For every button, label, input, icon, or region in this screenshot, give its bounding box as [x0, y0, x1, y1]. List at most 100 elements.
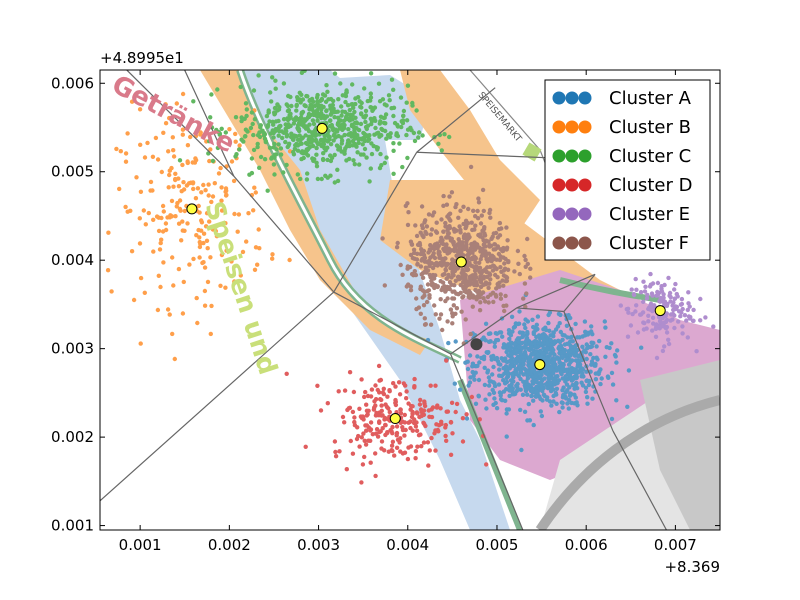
data-point — [335, 178, 341, 184]
data-point — [668, 294, 673, 300]
data-point — [525, 329, 530, 335]
data-point — [170, 255, 175, 260]
data-point — [199, 218, 204, 223]
data-point — [350, 117, 355, 122]
data-point — [191, 99, 196, 104]
legend-marker — [578, 149, 592, 163]
data-point — [404, 132, 409, 138]
data-point — [224, 248, 229, 253]
data-point — [336, 389, 341, 394]
data-point — [272, 105, 278, 111]
data-point — [223, 193, 229, 198]
data-point — [650, 328, 655, 333]
data-point — [585, 395, 590, 400]
data-point — [524, 291, 529, 296]
data-point — [271, 135, 276, 140]
data-point — [169, 198, 175, 204]
data-point — [468, 331, 473, 337]
data-point — [167, 172, 172, 178]
data-point — [314, 145, 319, 151]
data-point — [439, 238, 445, 243]
data-point — [452, 381, 457, 386]
data-point — [511, 359, 516, 364]
data-point — [504, 303, 509, 308]
voronoi-edge — [563, 273, 596, 312]
x-offset-label: +8.369 — [664, 558, 720, 576]
data-point — [460, 439, 466, 444]
data-point — [447, 194, 452, 199]
data-point — [572, 401, 577, 406]
data-point — [342, 420, 347, 425]
data-point — [666, 337, 671, 342]
data-point — [390, 439, 396, 444]
data-point — [343, 115, 349, 120]
data-point — [538, 409, 543, 414]
data-point — [445, 296, 450, 301]
data-point — [436, 243, 441, 249]
series-cluster-d — [284, 358, 489, 485]
data-point — [405, 201, 410, 206]
data-point — [343, 146, 348, 151]
data-point — [440, 327, 445, 333]
data-point — [403, 383, 408, 388]
data-point — [654, 355, 660, 361]
data-point — [414, 420, 419, 425]
data-point — [182, 208, 187, 214]
data-point — [566, 362, 572, 367]
data-point — [557, 409, 562, 415]
data-point — [428, 322, 434, 327]
data-point — [447, 280, 453, 285]
data-point — [413, 456, 418, 461]
data-point — [276, 128, 282, 134]
data-point — [589, 344, 595, 349]
data-point — [574, 380, 579, 386]
data-point — [492, 242, 498, 247]
data-point — [365, 98, 370, 104]
data-point — [332, 152, 337, 158]
data-point — [526, 401, 531, 407]
data-point — [342, 109, 348, 115]
data-point — [208, 255, 213, 260]
data-point — [504, 411, 509, 416]
data-point — [440, 272, 445, 278]
data-point — [499, 226, 504, 231]
data-point — [202, 303, 208, 308]
data-point — [359, 105, 364, 110]
data-point — [654, 293, 659, 298]
data-point — [174, 101, 179, 106]
data-point — [421, 440, 427, 445]
data-point — [596, 371, 601, 377]
data-point — [472, 256, 477, 261]
data-point — [251, 132, 256, 138]
data-point — [137, 241, 143, 246]
data-point — [541, 345, 546, 351]
map-road-gray — [535, 395, 720, 530]
data-point — [408, 407, 413, 412]
data-point — [431, 210, 437, 215]
data-point — [418, 284, 423, 289]
data-point — [398, 262, 403, 268]
data-point — [448, 452, 454, 457]
data-point — [305, 153, 311, 158]
data-point — [625, 404, 630, 409]
data-point — [232, 279, 237, 284]
data-point — [179, 238, 184, 243]
data-point — [138, 341, 143, 346]
data-point — [483, 338, 488, 343]
data-point — [521, 362, 526, 367]
data-point — [355, 150, 360, 155]
data-point — [295, 172, 300, 177]
data-point — [197, 239, 202, 245]
data-point — [659, 289, 665, 294]
data-point — [506, 328, 512, 333]
data-point — [639, 345, 644, 350]
data-point — [451, 263, 457, 268]
data-point — [375, 145, 380, 150]
data-point — [236, 212, 242, 217]
data-point — [580, 383, 586, 388]
data-point — [305, 141, 310, 147]
data-point — [321, 157, 326, 163]
data-point — [373, 125, 378, 131]
data-point — [446, 340, 451, 346]
data-point — [441, 286, 446, 291]
